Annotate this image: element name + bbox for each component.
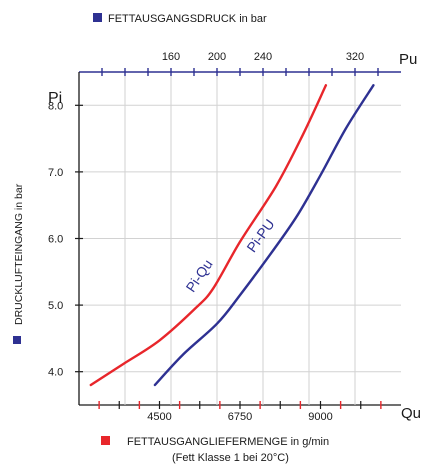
x-bottom-axis-ticks: 4500 6750 9000 — [98, 401, 382, 423]
series-label-2: Pi-PU — [243, 216, 277, 255]
x-bottom-axis-title: Qu — [401, 405, 421, 422]
y-tick-label: 7.0 — [48, 167, 63, 179]
x-top-tick-label: 320 — [346, 51, 364, 63]
x-top-tick-label: 160 — [162, 51, 180, 63]
x-top-axis-ticks: 160 200 240 320 — [101, 51, 379, 76]
legend-left-label: DRUCKLUFTEINGANG in bar — [13, 183, 25, 325]
series-line-2 — [153, 84, 375, 387]
legend-bottom-label: FETTAUSGANGLIEFERMENGE in g/min — [127, 436, 329, 448]
y-tick-label: 5.0 — [48, 300, 63, 312]
legend-left-swatch — [13, 336, 21, 344]
x-top-tick-label: 200 — [208, 51, 226, 63]
y-tick-label: 4.0 — [48, 367, 63, 379]
gridlines — [79, 72, 401, 405]
y-axis-ticks: 4.0 5.0 6.0 7.0 8.0 — [48, 100, 83, 379]
y-tick-label: 8.0 — [48, 100, 63, 112]
series-line-1 — [89, 84, 328, 387]
series-lines — [89, 84, 375, 387]
y-axis-title: Pi — [48, 90, 62, 107]
legend-bottom-swatch — [101, 436, 110, 445]
x-top-tick-label: 240 — [254, 51, 272, 63]
series-label-1: Pi-Qu — [182, 256, 215, 295]
x-top-axis-title: Pu — [399, 51, 417, 68]
legend-bottom-sublabel: (Fett Klasse 1 bei 20°C) — [172, 452, 289, 464]
legend-top-label: FETTAUSGANGSDRUCK in bar — [108, 13, 267, 25]
y-tick-label: 6.0 — [48, 234, 63, 246]
x-bottom-tick-label: 9000 — [308, 411, 332, 423]
x-bottom-tick-label: 4500 — [147, 411, 171, 423]
x-bottom-tick-label: 6750 — [228, 411, 252, 423]
legend-top-swatch — [93, 13, 102, 22]
